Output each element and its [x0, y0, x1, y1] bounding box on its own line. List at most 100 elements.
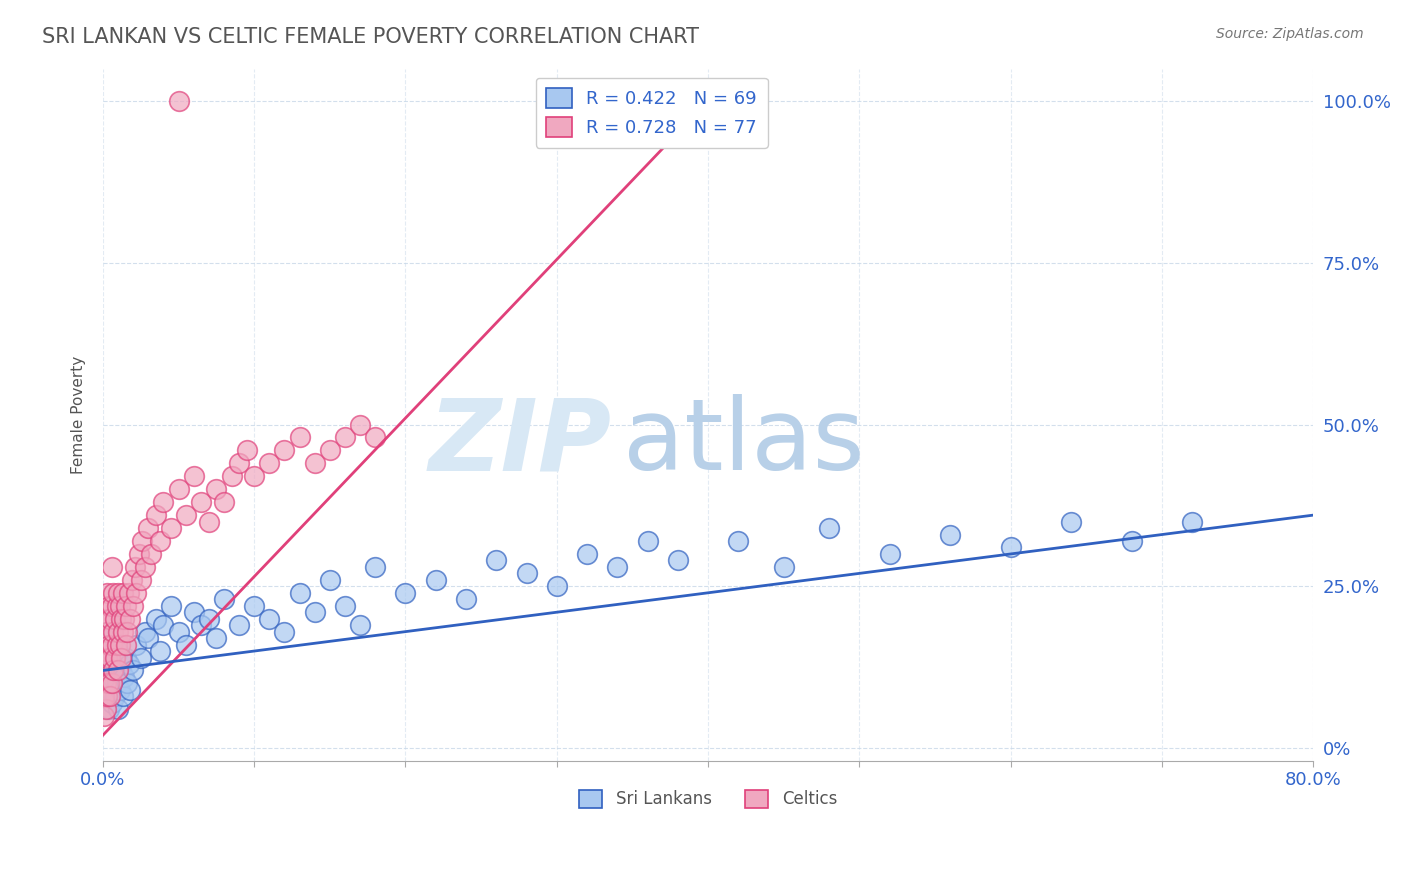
- Point: [319, 573, 342, 587]
- Point: [107, 664, 129, 678]
- Point: [101, 670, 124, 684]
- Point: [103, 624, 125, 639]
- Point: [205, 631, 228, 645]
- Point: [136, 631, 159, 645]
- Point: [101, 676, 124, 690]
- Point: [93, 664, 115, 678]
- Point: [727, 534, 749, 549]
- Point: [125, 586, 148, 600]
- Point: [110, 650, 132, 665]
- Point: [333, 430, 356, 444]
- Point: [100, 682, 122, 697]
- Point: [96, 586, 118, 600]
- Point: [183, 605, 205, 619]
- Point: [96, 690, 118, 704]
- Point: [149, 534, 172, 549]
- Point: [103, 657, 125, 671]
- Point: [97, 650, 120, 665]
- Point: [606, 560, 628, 574]
- Point: [939, 527, 962, 541]
- Point: [104, 612, 127, 626]
- Point: [108, 599, 131, 613]
- Point: [1000, 541, 1022, 555]
- Point: [546, 579, 568, 593]
- Point: [425, 573, 447, 587]
- Point: [97, 638, 120, 652]
- Point: [115, 676, 138, 690]
- Point: [111, 586, 134, 600]
- Point: [121, 573, 143, 587]
- Point: [228, 618, 250, 632]
- Text: Source: ZipAtlas.com: Source: ZipAtlas.com: [1216, 27, 1364, 41]
- Point: [515, 566, 537, 581]
- Point: [103, 664, 125, 678]
- Point: [117, 586, 139, 600]
- Point: [97, 676, 120, 690]
- Point: [879, 547, 901, 561]
- Point: [100, 664, 122, 678]
- Point: [105, 638, 128, 652]
- Point: [319, 443, 342, 458]
- Point: [122, 599, 145, 613]
- Point: [1121, 534, 1143, 549]
- Point: [97, 702, 120, 716]
- Point: [122, 664, 145, 678]
- Point: [141, 547, 163, 561]
- Point: [104, 650, 127, 665]
- Point: [105, 599, 128, 613]
- Point: [333, 599, 356, 613]
- Point: [94, 644, 117, 658]
- Point: [101, 638, 124, 652]
- Point: [94, 702, 117, 716]
- Point: [273, 443, 295, 458]
- Text: SRI LANKAN VS CELTIC FEMALE POVERTY CORRELATION CHART: SRI LANKAN VS CELTIC FEMALE POVERTY CORR…: [42, 27, 699, 46]
- Point: [349, 417, 371, 432]
- Point: [93, 664, 115, 678]
- Point: [129, 650, 152, 665]
- Point: [94, 676, 117, 690]
- Point: [94, 644, 117, 658]
- Point: [110, 612, 132, 626]
- Point: [94, 612, 117, 626]
- Point: [304, 605, 326, 619]
- Point: [364, 560, 387, 574]
- Point: [259, 456, 281, 470]
- Point: [152, 495, 174, 509]
- Point: [637, 534, 659, 549]
- Point: [97, 599, 120, 613]
- Point: [235, 443, 257, 458]
- Point: [212, 592, 235, 607]
- Point: [160, 599, 183, 613]
- Y-axis label: Female Poverty: Female Poverty: [72, 356, 86, 474]
- Point: [364, 430, 387, 444]
- Point: [105, 676, 128, 690]
- Point: [100, 690, 122, 704]
- Point: [818, 521, 841, 535]
- Point: [100, 612, 122, 626]
- Point: [666, 553, 689, 567]
- Point: [107, 624, 129, 639]
- Point: [136, 521, 159, 535]
- Point: [101, 599, 124, 613]
- Point: [107, 644, 129, 658]
- Point: [114, 638, 136, 652]
- Point: [120, 682, 142, 697]
- Point: [128, 547, 150, 561]
- Point: [394, 586, 416, 600]
- Point: [190, 495, 212, 509]
- Point: [96, 650, 118, 665]
- Point: [111, 624, 134, 639]
- Point: [273, 624, 295, 639]
- Point: [124, 560, 146, 574]
- Point: [243, 469, 266, 483]
- Point: [167, 624, 190, 639]
- Point: [288, 430, 311, 444]
- Point: [174, 508, 197, 522]
- Point: [104, 690, 127, 704]
- Point: [134, 560, 156, 574]
- Point: [125, 638, 148, 652]
- Point: [101, 560, 124, 574]
- Point: [190, 618, 212, 632]
- Point: [304, 456, 326, 470]
- Point: [160, 521, 183, 535]
